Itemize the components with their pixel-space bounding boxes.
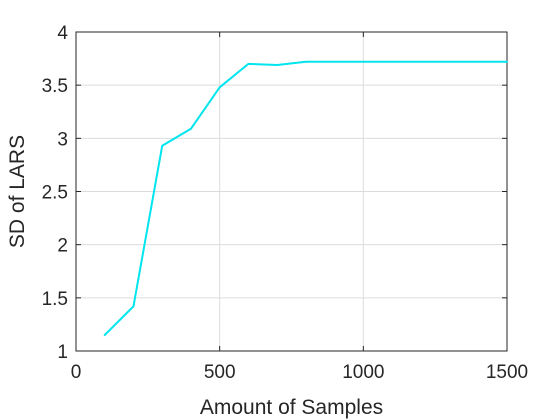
- x-tick-label: 500: [204, 362, 236, 383]
- y-axis-label: SD of LARS: [6, 135, 29, 248]
- series-layer: [103, 60, 508, 337]
- y-tick-label: 3.5: [42, 76, 68, 97]
- y-tick-label: 2.5: [42, 183, 68, 204]
- y-tick-label: 3: [57, 129, 68, 150]
- grid-layer: [76, 32, 507, 351]
- x-axis-label: Amount of Samples: [200, 396, 383, 419]
- x-tick-label: 1500: [486, 362, 528, 383]
- x-tick-label: 1000: [342, 362, 384, 383]
- y-tick-label: 4: [57, 23, 68, 44]
- tick-label-layer: 0 500 1000 1500 1 1.5 2 2.5 3 3.5 4: [42, 23, 529, 383]
- y-tick-label: 2: [57, 236, 68, 257]
- y-tick-label: 1.5: [42, 289, 68, 310]
- y-tick-label: 1: [57, 342, 68, 363]
- x-tick-label: 0: [71, 362, 82, 383]
- axes-layer: [75, 31, 508, 352]
- series-line: [103, 60, 508, 337]
